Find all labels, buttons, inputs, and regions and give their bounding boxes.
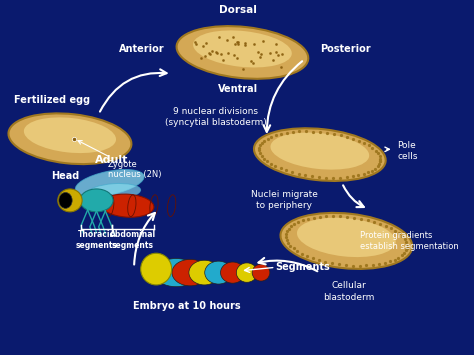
Ellipse shape bbox=[9, 113, 131, 164]
Ellipse shape bbox=[189, 260, 220, 285]
Text: Posterior: Posterior bbox=[320, 44, 371, 54]
Ellipse shape bbox=[193, 31, 292, 67]
Ellipse shape bbox=[75, 170, 144, 196]
Ellipse shape bbox=[177, 26, 308, 79]
Text: Segments: Segments bbox=[275, 262, 330, 272]
Text: Head: Head bbox=[51, 171, 80, 181]
Text: Abdominal
segments: Abdominal segments bbox=[110, 230, 156, 250]
Text: Pole
cells: Pole cells bbox=[397, 141, 418, 161]
Ellipse shape bbox=[88, 184, 141, 200]
Ellipse shape bbox=[80, 189, 113, 212]
Text: Adult: Adult bbox=[95, 155, 128, 165]
Text: Zygote
nucleus (2N): Zygote nucleus (2N) bbox=[78, 141, 161, 179]
Ellipse shape bbox=[252, 264, 270, 281]
Ellipse shape bbox=[281, 213, 412, 269]
Ellipse shape bbox=[141, 253, 172, 285]
Text: Nuclei migrate
to periphery: Nuclei migrate to periphery bbox=[251, 190, 318, 210]
Ellipse shape bbox=[297, 218, 396, 257]
Text: Ventral: Ventral bbox=[218, 84, 258, 94]
Ellipse shape bbox=[271, 132, 369, 170]
Text: Dorsal: Dorsal bbox=[219, 5, 257, 16]
Ellipse shape bbox=[237, 263, 257, 282]
Ellipse shape bbox=[154, 258, 198, 287]
Text: Cellular
blastoderm: Cellular blastoderm bbox=[323, 282, 374, 301]
Ellipse shape bbox=[24, 118, 116, 153]
Ellipse shape bbox=[254, 128, 386, 181]
Ellipse shape bbox=[101, 194, 154, 217]
Ellipse shape bbox=[172, 260, 209, 286]
Ellipse shape bbox=[205, 261, 232, 284]
Ellipse shape bbox=[59, 192, 72, 208]
Text: Anterior: Anterior bbox=[119, 44, 165, 54]
Text: Thoracic
segments: Thoracic segments bbox=[75, 230, 118, 250]
Text: 9 nuclear divisions
(syncytial blastoderm): 9 nuclear divisions (syncytial blastoder… bbox=[165, 107, 267, 127]
Ellipse shape bbox=[58, 189, 82, 212]
Text: Fertilized egg: Fertilized egg bbox=[14, 95, 91, 105]
Text: Protein gradients
establish segmentation: Protein gradients establish segmentation bbox=[360, 231, 458, 251]
Text: Embryo at 10 hours: Embryo at 10 hours bbox=[133, 301, 241, 311]
Ellipse shape bbox=[220, 262, 245, 283]
